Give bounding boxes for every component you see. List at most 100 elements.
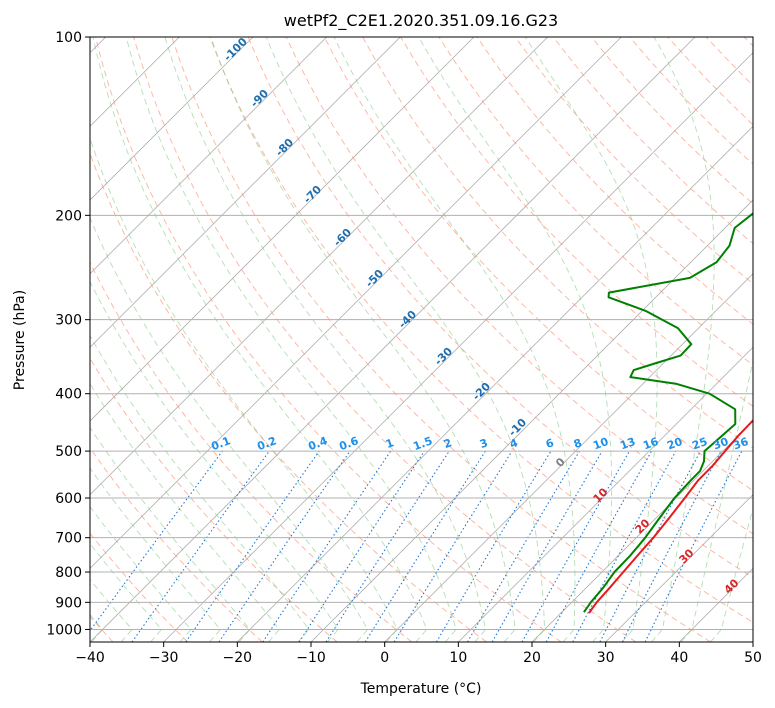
mixing-ratio-line: [131, 450, 270, 642]
mixing-ratio-label: 2: [442, 436, 454, 451]
mixing-ratio-line: [325, 450, 450, 642]
mixing-ratio-label: 0.6: [337, 434, 360, 453]
dry-adiabat-line: [90, 446, 263, 642]
y-tick-label: 200: [55, 208, 82, 224]
y-tick-label: 100: [55, 30, 82, 46]
mixing-ratio-line: [90, 450, 223, 632]
moist-adiabat-line: [90, 216, 369, 642]
y-tick-label: 800: [55, 565, 82, 581]
isobar-grid: [90, 37, 753, 630]
mixing-ratio-line: [572, 450, 677, 642]
temperature-profile-line: [588, 418, 753, 614]
isotherm-line: [90, 37, 401, 348]
x-tick-label: 10: [449, 650, 467, 666]
mixing-ratio-label: 25: [690, 435, 709, 452]
mixing-ratio-line: [262, 450, 392, 642]
isotherm-line: [90, 37, 475, 422]
x-axis-label: Temperature (°C): [360, 681, 482, 697]
chart-title: wetPf2_C2E1.2020.351.09.16.G23: [284, 11, 558, 31]
isotherm-line: [237, 125, 753, 642]
dry-adiabat-line: [90, 357, 338, 642]
mixing-ratio-label: 13: [618, 435, 637, 452]
mixing-ratio-line: [218, 450, 351, 642]
moist-adiabat-line: [90, 280, 339, 642]
mixing-ratio-label: 1.5: [411, 434, 434, 453]
y-axis: 100 200 300 400 500 600 700 800 900 1000: [46, 30, 90, 638]
moist-adiabat-line: [418, 37, 613, 642]
moist-adiabat-line: [651, 37, 715, 642]
dry-adiabat-line: [247, 37, 753, 579]
y-tick-label: 400: [55, 387, 82, 403]
mixing-ratio-label: 6: [544, 436, 556, 451]
y-tick-label: 1000: [46, 622, 82, 638]
dry-adiabat-line: [324, 37, 753, 492]
plot-frame: [89, 36, 754, 643]
moist-adiabat-line: [92, 37, 428, 642]
x-axis: −40 −30 −20 −10 0 10 20 30 40 50: [75, 642, 762, 666]
moist-adiabat-line: [90, 426, 251, 642]
moist-adiabat-line: [90, 542, 163, 642]
mixing-ratio-label: 8: [572, 436, 584, 451]
mixing-ratio-label: 0.1: [209, 434, 232, 453]
moist-adiabat-line: [524, 37, 658, 642]
y-tick-label: 600: [55, 491, 82, 507]
mixing-ratio-label: 20: [665, 435, 684, 453]
x-tick-label: 50: [744, 650, 762, 666]
dry-adiabat-line: [514, 37, 753, 285]
moist-adiabat-line: [90, 334, 310, 642]
mixing-ratio-line: [644, 450, 743, 642]
moist-adiabat-line: [333, 37, 576, 642]
moist-adiabat-line: [680, 358, 753, 642]
mixing-ratio-label: 4: [508, 436, 520, 451]
y-tick-label: 500: [55, 444, 82, 460]
x-tick-label: 30: [597, 650, 615, 666]
mixing-ratio-line: [521, 450, 630, 642]
isotherm-line: [605, 494, 753, 642]
mixing-ratio-label: 36: [731, 435, 750, 453]
mixing-ratio-label: 3: [478, 436, 490, 451]
x-tick-label: 40: [670, 650, 688, 666]
moist-adiabat-line: [90, 505, 192, 642]
dry-adiabat-line: [171, 37, 711, 642]
dry-adiabat-line: [209, 37, 753, 623]
y-tick-label: 900: [55, 595, 82, 611]
isotherm-line: [90, 37, 254, 201]
isotherm-line: [90, 37, 548, 496]
mixing-ratio-line: [185, 450, 320, 642]
x-tick-label: −10: [296, 650, 326, 666]
moist-adiabat-line: [164, 37, 487, 642]
isotherm-line: [458, 346, 753, 642]
dry-adiabat-line: [133, 37, 637, 642]
isotherm-line: [90, 37, 327, 275]
y-tick-label: 700: [55, 531, 82, 547]
mixing-ratio-label: 0.2: [255, 434, 278, 453]
mixing-ratio-label: 10: [591, 435, 610, 453]
mixing-ratio-label: 1: [384, 436, 396, 451]
x-tick-label: 20: [523, 650, 541, 666]
isotherm-line: [531, 420, 753, 642]
moist-adiabat-line: [90, 383, 280, 642]
moist-adiabat-line: [210, 37, 516, 642]
isotherm-line: [163, 52, 753, 642]
profile-lines: [583, 212, 753, 614]
dry-adiabat-line: [90, 261, 413, 642]
x-tick-label: −30: [149, 650, 179, 666]
moist-adiabat-line: [125, 37, 457, 642]
mixing-ratio-label: 0.4: [306, 434, 329, 453]
isotherm-line: [90, 37, 696, 642]
dry-adiabat-line: [95, 37, 562, 642]
y-axis-label: Pressure (hPa): [12, 290, 28, 390]
y-tick-label: 300: [55, 313, 82, 329]
x-tick-label: 0: [380, 650, 389, 666]
isotherm-line: [752, 641, 753, 642]
mixing-ratio-label: 30: [711, 435, 730, 453]
x-tick-label: −20: [223, 650, 253, 666]
isotherm-line: [90, 37, 622, 569]
dewpoint-profile-line: [583, 212, 753, 613]
mixing-ratio-line: [393, 450, 513, 642]
moist-adiabat-line: [90, 136, 398, 642]
mixing-ratio-line: [545, 450, 653, 642]
moist-adiabat-line: [90, 467, 221, 642]
moist-adiabat-line: [90, 578, 133, 642]
